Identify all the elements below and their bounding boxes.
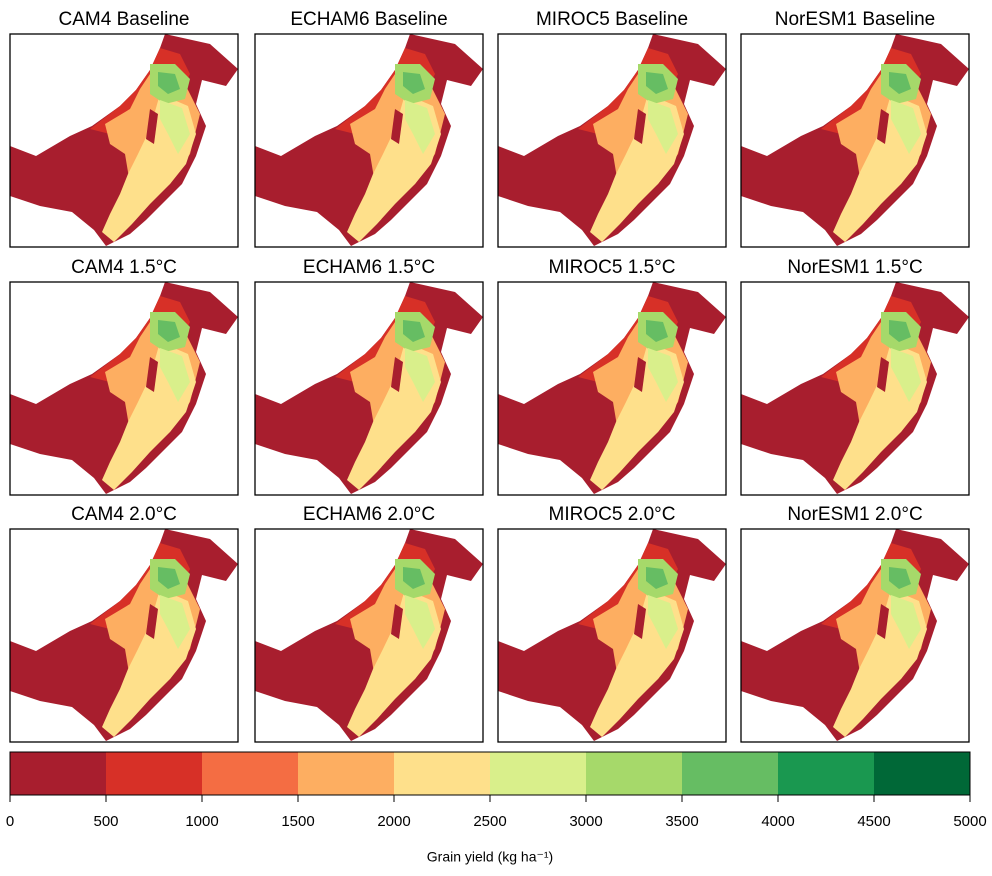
map	[10, 34, 238, 246]
map	[255, 282, 483, 494]
panel-frame	[497, 281, 727, 496]
panel-title: CAM4 Baseline	[59, 9, 190, 30]
map-panel: NorESM1 Baseline	[740, 9, 970, 248]
map-panel: CAM4 2.0°C	[9, 504, 239, 743]
colorbar-tick-label: 1500	[281, 813, 314, 830]
panel-title: NorESM1 1.5°C	[787, 257, 922, 278]
panel-frame	[254, 33, 484, 248]
colorbar-tick-label: 4000	[761, 813, 794, 830]
colorbar-tick-label: 0	[6, 813, 14, 830]
panel-frame	[254, 528, 484, 743]
colorbar-tick-label: 3500	[665, 813, 698, 830]
map	[498, 529, 726, 741]
colorbar-label: Grain yield (kg ha⁻¹)	[427, 849, 553, 865]
panel-title: ECHAM6 1.5°C	[303, 257, 435, 278]
panel-title: ECHAM6 Baseline	[290, 9, 447, 30]
colorbar-segment	[10, 752, 106, 795]
panel-frame	[497, 33, 727, 248]
colorbar-tick-label: 2500	[473, 813, 506, 830]
map-panel: MIROC5 2.0°C	[497, 504, 727, 743]
colorbar-segment	[682, 752, 778, 795]
map-panel: CAM4 Baseline	[9, 9, 239, 248]
map	[741, 282, 969, 494]
panel-title: ECHAM6 2.0°C	[303, 504, 435, 525]
map-panel: NorESM1 2.0°C	[740, 504, 970, 743]
map	[10, 282, 238, 494]
colorbar-tick-label: 1000	[185, 813, 218, 830]
panel-title: MIROC5 2.0°C	[549, 504, 676, 525]
panel-title: MIROC5 1.5°C	[549, 257, 676, 278]
panel-title: NorESM1 Baseline	[775, 9, 936, 30]
map	[255, 34, 483, 246]
panel-frame	[254, 281, 484, 496]
map	[741, 529, 969, 741]
panel-title: NorESM1 2.0°C	[787, 504, 922, 525]
panel-frame	[9, 528, 239, 743]
colorbar-tick-label: 3000	[569, 813, 602, 830]
panel-title: CAM4 2.0°C	[71, 504, 177, 525]
map-panel: ECHAM6 Baseline	[254, 9, 484, 248]
map-panel: ECHAM6 2.0°C	[254, 504, 484, 743]
colorbar-tick-label: 5000	[953, 813, 986, 830]
panel-frame	[9, 33, 239, 248]
map	[741, 34, 969, 246]
colorbar-tick-label: 2000	[377, 813, 410, 830]
colorbar-tick-label: 500	[93, 813, 118, 830]
colorbar-segment	[106, 752, 202, 795]
colorbar-segment	[874, 752, 970, 795]
map-panel: MIROC5 Baseline	[497, 9, 727, 248]
panel-title: CAM4 1.5°C	[71, 257, 177, 278]
map-panel: MIROC5 1.5°C	[497, 257, 727, 496]
colorbar-segment	[490, 752, 586, 795]
map	[498, 34, 726, 246]
panel-frame	[9, 281, 239, 496]
panel-title: MIROC5 Baseline	[536, 9, 688, 30]
panel-frame	[740, 528, 970, 743]
map-panel: NorESM1 1.5°C	[740, 257, 970, 496]
colorbar-segment	[778, 752, 874, 795]
map	[498, 282, 726, 494]
colorbar-segment	[394, 752, 490, 795]
colorbar-tick-label: 4500	[857, 813, 890, 830]
map	[10, 529, 238, 741]
colorbar-segment	[202, 752, 298, 795]
map-panel: CAM4 1.5°C	[9, 257, 239, 496]
map-panel: ECHAM6 1.5°C	[254, 257, 484, 496]
panel-frame	[497, 528, 727, 743]
map	[255, 529, 483, 741]
colorbar-segment	[586, 752, 682, 795]
panel-frame	[740, 33, 970, 248]
panel-frame	[740, 281, 970, 496]
colorbar-segment	[298, 752, 394, 795]
